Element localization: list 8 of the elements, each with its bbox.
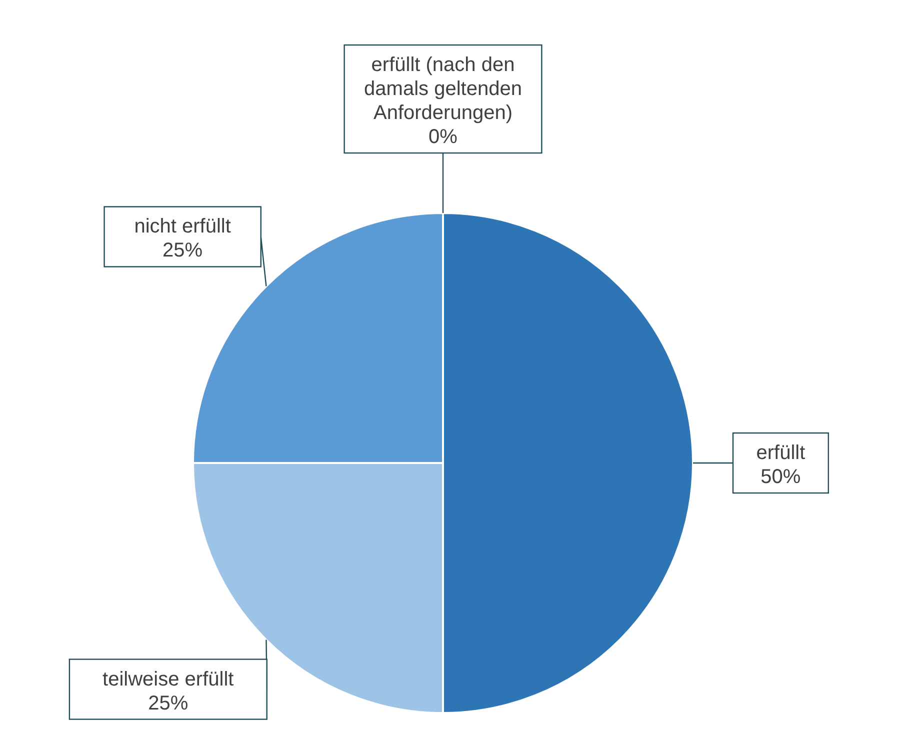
data-label: 25% xyxy=(148,692,188,714)
slice-label: erfüllt xyxy=(756,442,806,464)
category-label: erfüllt (nach den damals geltenden Anforderungen) xyxy=(364,54,522,124)
data-label: 50% xyxy=(760,466,801,488)
data-label: 25% xyxy=(162,240,203,262)
slice-label: teilweise erfüllt xyxy=(102,668,234,690)
slice-label: nicht erfüllt xyxy=(134,216,232,238)
text: 0% xyxy=(428,126,458,148)
